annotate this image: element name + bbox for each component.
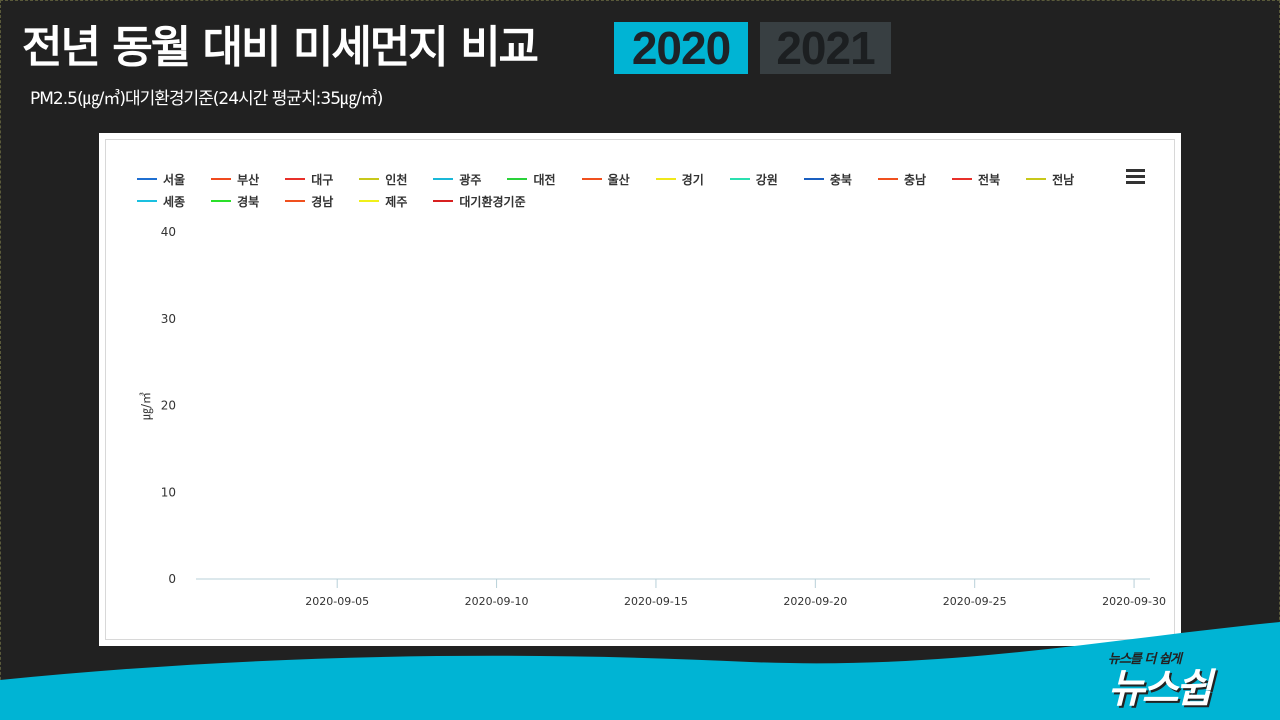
legend-label: 광주 [459,172,482,187]
y-axis-label: ㎍/㎥ [139,392,153,420]
chart-border [105,139,1175,640]
legend-item[interactable]: 전남 [1026,170,1074,188]
legend-swatch [803,178,824,180]
legend-label: 울산 [607,172,630,187]
legend-label: 대구 [311,172,334,187]
legend-label: 인천 [385,172,408,187]
legend-label: 강원 [755,172,778,187]
legend-item[interactable]: 인천 [359,170,407,188]
logo-tagline: 뉴스를 더 쉽게 [1108,652,1182,667]
legend-swatch [285,178,306,180]
legend-item[interactable]: 부산 [211,170,259,188]
legend-item[interactable]: 세종 [137,192,185,210]
legend-label: 세종 [163,194,186,209]
legend-swatch [211,200,232,202]
legend-swatch [729,178,750,180]
legend-label: 경기 [681,172,704,187]
legend-swatch [655,178,676,180]
x-tick-label: 2020-09-25 [943,595,1007,608]
legend-label: 충남 [903,172,927,187]
legend-swatch [433,200,454,202]
legend-swatch [359,200,380,202]
y-tick-label: 0 [168,572,176,586]
newsship-logo: 뉴스를 더 쉽게 뉴스쉽 [1108,648,1212,712]
legend-label: 경남 [311,194,334,209]
legend-swatch [137,200,157,202]
x-tick-label: 2020-09-15 [624,595,688,608]
legend-item[interactable]: 서울 [137,170,185,188]
year-2020-tab[interactable]: 2020 [614,22,748,74]
legend-item[interactable]: 대전 [507,170,556,188]
legend-swatch [137,178,157,180]
legend-label: 충북 [829,172,852,187]
chart-card [99,133,1181,646]
x-tick-label: 2020-09-10 [465,595,529,608]
legend-swatch [507,178,528,180]
legend-label: 경북 [237,194,260,209]
y-tick-label: 10 [161,485,176,499]
legend-item[interactable]: 광주 [433,170,481,188]
legend-swatch [952,178,973,180]
legend-item[interactable]: 충북 [803,170,852,188]
chart-menu-icon[interactable] [1126,169,1145,185]
page-title: 전년 동월 대비 미세먼지 비교 [22,22,539,73]
legend-item[interactable]: 제주 [359,192,407,210]
legend-label: 대기환경기준 [459,194,526,209]
legend-item[interactable]: 대기환경기준 [433,192,526,210]
legend-item[interactable]: 경남 [285,192,333,210]
y-tick-label: 20 [161,399,176,413]
legend-item[interactable]: 경기 [655,170,704,188]
legend-swatch [1026,178,1047,180]
legend-swatch [433,178,454,180]
year-2021-tab[interactable]: 2021 [760,22,891,74]
legend-swatch [877,178,898,180]
y-tick-label: 40 [161,225,176,239]
y-tick-label: 30 [161,312,176,326]
logo-name: 뉴스쉽 [1108,666,1212,712]
legend-label: 부산 [237,172,260,187]
legend-label: 제주 [385,194,408,209]
legend-label: 전북 [978,172,1001,187]
x-tick-label: 2020-09-30 [1102,595,1166,608]
legend-item[interactable]: 대구 [285,170,333,188]
subtitle: PM2.5(㎍/㎥)대기환경기준(24시간 평균치:35㎍/㎥) [30,89,383,109]
legend-item[interactable]: 강원 [729,170,778,188]
legend-label: 서울 [163,172,186,187]
legend-item[interactable]: 울산 [581,170,630,188]
legend-item[interactable]: 경북 [211,192,259,210]
legend-item[interactable]: 전북 [952,170,1000,188]
x-tick-label: 2020-09-05 [305,595,369,608]
legend-swatch [581,178,602,180]
legend-swatch [285,200,306,202]
legend-label: 전남 [1052,172,1075,187]
legend-swatch [359,178,380,180]
legend-swatch [211,178,232,180]
x-tick-label: 2020-09-20 [783,595,847,608]
legend-label: 대전 [533,172,556,187]
legend-item[interactable]: 충남 [877,170,927,188]
